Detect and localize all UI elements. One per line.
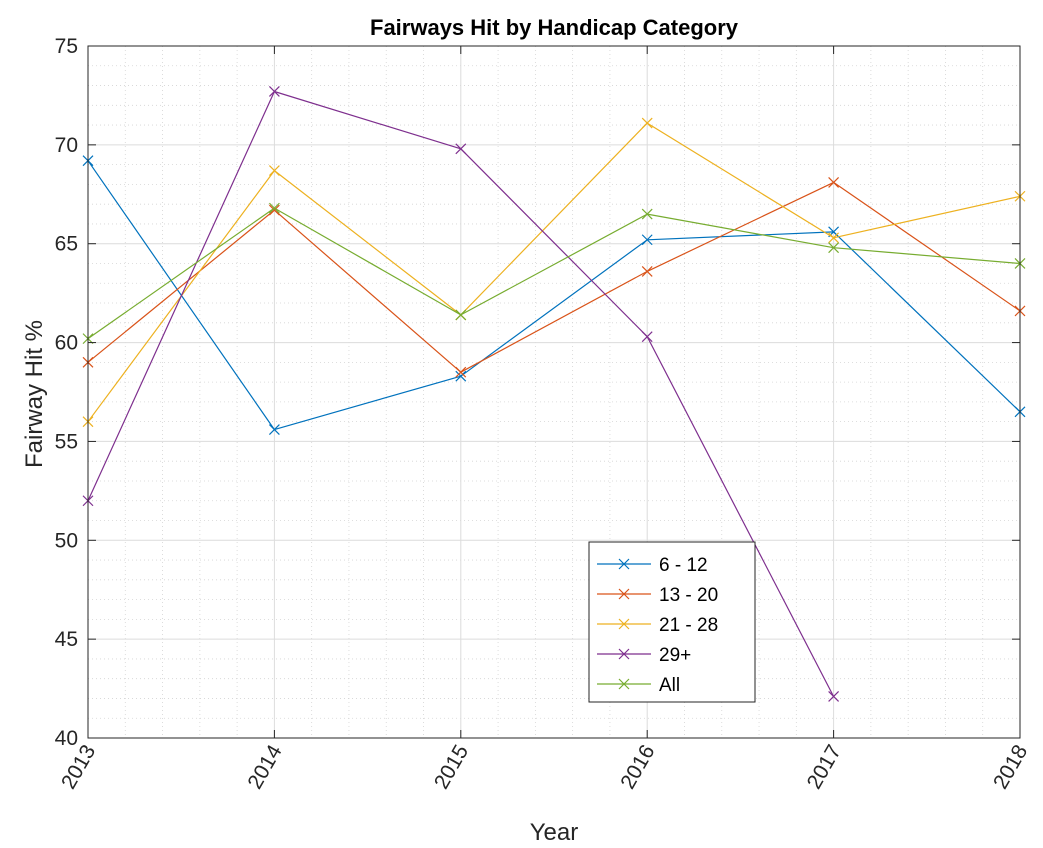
x-tick-label: 2017	[803, 741, 846, 793]
plot-area	[88, 46, 1020, 738]
y-tick-label: 55	[55, 430, 78, 453]
series-layer	[82, 86, 1026, 702]
x-tick-label: 2018	[989, 741, 1032, 793]
legend-item: 6 - 12	[597, 555, 708, 576]
data-point-marker	[268, 204, 280, 216]
data-point-marker	[641, 265, 653, 277]
y-tick-label: 40	[55, 727, 78, 750]
data-point-marker	[268, 165, 280, 176]
plot-background	[88, 46, 1020, 738]
x-tick-label: 2015	[430, 741, 473, 793]
data-point-marker	[641, 331, 653, 343]
axes-box	[87, 45, 1021, 739]
legend-box	[588, 541, 756, 703]
legend: 6 - 12 13 - 20 21 - 28 29+ All	[588, 541, 756, 703]
y-tick-label: 75	[55, 35, 78, 58]
data-point-marker	[828, 176, 840, 188]
series-0	[82, 155, 1026, 435]
data-point-marker	[828, 242, 840, 254]
x-axis-label: Year	[530, 819, 579, 846]
y-tick-label: 65	[55, 233, 78, 256]
y-tick-label: 70	[55, 134, 78, 157]
legend-label: 21 - 28	[659, 615, 718, 636]
data-point-marker	[268, 202, 280, 214]
series-line	[87, 181, 1021, 373]
legend-marker	[618, 678, 630, 690]
chart-title: Fairways Hit by Handicap Category	[370, 15, 739, 40]
data-point-marker	[641, 234, 653, 246]
x-tick-label: 2014	[243, 741, 286, 793]
y-tick-label: 45	[55, 628, 78, 651]
data-point-marker	[268, 86, 280, 97]
legend-marker	[618, 588, 630, 600]
y-tick-label: 50	[55, 529, 78, 552]
series-4	[82, 202, 1026, 345]
x-tick-labels: 2013 2014 2015 2016 2017 2018	[57, 741, 1032, 793]
legend-marker	[618, 648, 630, 660]
y-tick-label: 60	[55, 332, 78, 355]
legend-marker	[618, 558, 630, 570]
legend-item: 29+	[597, 645, 691, 666]
y-tick-labels: 40 45 50 55 60 65 70 75	[55, 35, 78, 750]
data-point-marker	[268, 424, 280, 435]
axes	[87, 45, 1021, 739]
legend-label: All	[659, 675, 680, 696]
legend-item: 13 - 20	[597, 585, 718, 606]
y-axis-label: Fairway Hit %	[21, 320, 48, 468]
data-point-marker	[828, 232, 840, 244]
legend-item: 21 - 28	[597, 615, 718, 636]
data-point-marker	[455, 143, 467, 155]
legend-label: 6 - 12	[659, 555, 708, 576]
series-line	[87, 207, 1021, 340]
data-point-marker	[455, 370, 467, 382]
data-point-marker	[641, 208, 653, 220]
legend-label: 13 - 20	[659, 585, 718, 606]
data-point-marker	[455, 309, 467, 321]
legend-item: All	[597, 675, 680, 696]
x-tick-label: 2016	[616, 741, 659, 793]
series-1	[82, 176, 1026, 378]
data-point-marker	[828, 691, 840, 702]
series-3	[82, 86, 840, 702]
legend-marker	[618, 618, 630, 630]
series-line	[87, 122, 1021, 423]
data-point-marker	[641, 117, 653, 129]
data-point-marker	[455, 366, 467, 378]
legend-label: 29+	[659, 645, 691, 666]
series-line	[87, 160, 1021, 431]
